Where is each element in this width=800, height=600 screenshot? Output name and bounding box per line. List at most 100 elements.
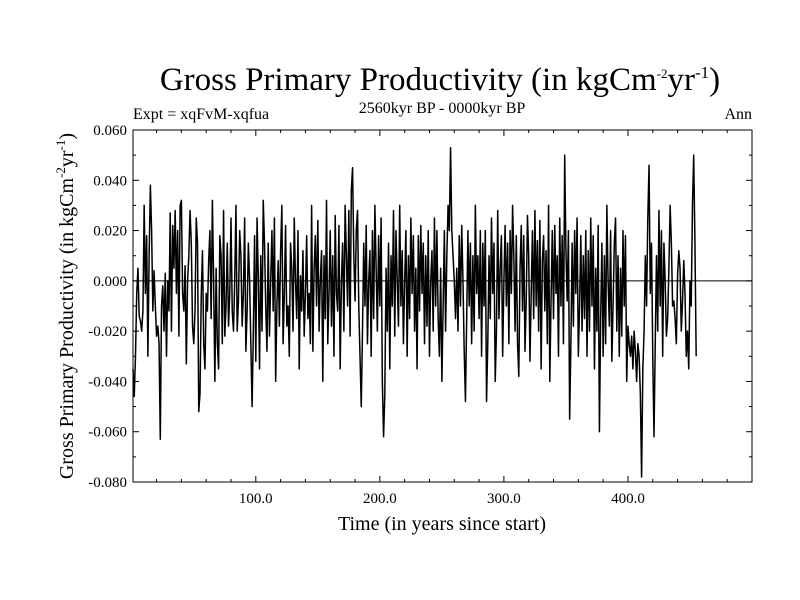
data-point	[454, 280, 455, 281]
y-tick-label: 0.020	[93, 224, 127, 240]
data-point	[416, 368, 417, 369]
data-point	[455, 318, 456, 319]
data-point	[186, 363, 187, 364]
data-point	[346, 255, 347, 256]
data-point	[589, 331, 590, 332]
data-point	[450, 147, 451, 148]
data-point	[316, 305, 317, 306]
data-point	[232, 310, 233, 311]
data-point	[415, 268, 416, 269]
data-point	[505, 225, 506, 226]
data-point	[206, 293, 207, 294]
data-point	[269, 336, 270, 337]
data-point	[544, 310, 545, 311]
data-point	[351, 190, 352, 191]
data-point	[387, 331, 388, 332]
data-point	[438, 318, 439, 319]
data-point	[574, 230, 575, 231]
data-point	[578, 356, 579, 357]
data-point	[366, 225, 367, 226]
data-point	[619, 356, 620, 357]
data-point	[500, 268, 501, 269]
data-point	[209, 230, 210, 231]
data-point	[322, 381, 323, 382]
y-tick-label: 0.060	[93, 123, 127, 139]
data-point	[343, 331, 344, 332]
data-point	[270, 280, 271, 281]
data-point	[268, 243, 269, 244]
data-point	[374, 205, 375, 206]
data-point	[517, 343, 518, 344]
data-point	[300, 275, 301, 276]
data-point	[311, 205, 312, 206]
data-point	[196, 217, 197, 218]
y-tick-label: 0.040	[93, 173, 127, 189]
data-point	[519, 268, 520, 269]
data-point	[523, 235, 524, 236]
data-point	[474, 331, 475, 332]
data-point	[261, 331, 262, 332]
data-point	[132, 368, 133, 369]
data-point	[314, 268, 315, 269]
data-point	[349, 336, 350, 337]
data-point	[511, 293, 512, 294]
data-point	[175, 210, 176, 211]
data-point	[641, 476, 642, 477]
data-point	[510, 230, 511, 231]
data-point	[271, 230, 272, 231]
data-point	[482, 243, 483, 244]
data-point	[197, 243, 198, 244]
data-point	[208, 260, 209, 261]
data-point	[389, 368, 390, 369]
data-point	[332, 255, 333, 256]
data-point	[182, 293, 183, 294]
data-point	[485, 230, 486, 231]
data-point	[410, 217, 411, 218]
data-point	[156, 336, 157, 337]
data-point	[610, 230, 611, 231]
data-point	[665, 280, 666, 281]
data-point	[166, 356, 167, 357]
data-point	[676, 343, 677, 344]
data-point	[212, 200, 213, 201]
data-point	[604, 255, 605, 256]
data-point	[583, 255, 584, 256]
data-point	[248, 243, 249, 244]
data-point	[496, 331, 497, 332]
data-point	[565, 250, 566, 251]
data-point	[249, 280, 250, 281]
data-point	[333, 356, 334, 357]
data-point	[441, 381, 442, 382]
data-point	[189, 210, 190, 211]
data-point	[430, 280, 431, 281]
data-point	[283, 343, 284, 344]
data-point	[382, 381, 383, 382]
data-point	[335, 215, 336, 216]
data-point	[683, 260, 684, 261]
data-point	[354, 300, 355, 301]
data-point	[297, 230, 298, 231]
data-point	[446, 255, 447, 256]
data-point	[682, 300, 683, 301]
data-point	[352, 167, 353, 168]
data-point	[492, 293, 493, 294]
data-point	[637, 343, 638, 344]
data-point	[295, 280, 296, 281]
data-point	[320, 280, 321, 281]
data-point	[491, 217, 492, 218]
data-point	[558, 356, 559, 357]
data-point	[569, 419, 570, 420]
data-point	[290, 243, 291, 244]
data-point	[580, 235, 581, 236]
data-point	[222, 343, 223, 344]
data-point	[266, 351, 267, 352]
data-point	[674, 318, 675, 319]
data-point	[527, 215, 528, 216]
data-point	[258, 275, 259, 276]
data-point	[487, 343, 488, 344]
data-point	[617, 255, 618, 256]
y-tick-label: -0.040	[88, 374, 127, 390]
data-point	[146, 235, 147, 236]
data-point	[648, 165, 649, 166]
data-point	[299, 368, 300, 369]
